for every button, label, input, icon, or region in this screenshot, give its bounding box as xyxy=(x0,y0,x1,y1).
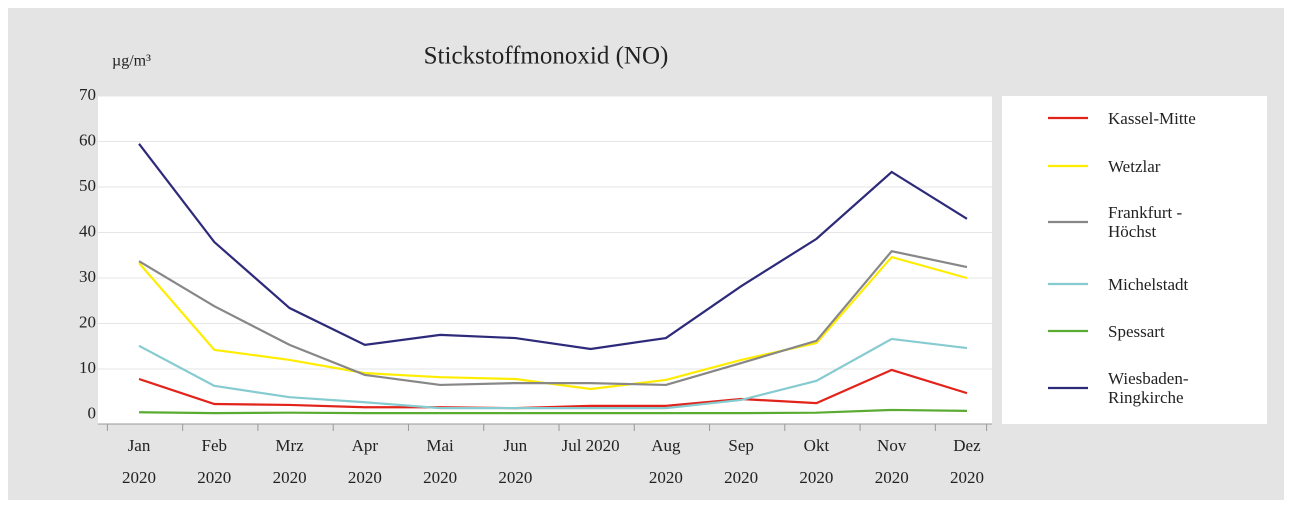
legend-label: Wiesbaden-Ringkirche xyxy=(1108,369,1189,407)
legend-label: Frankfurt - Höchst xyxy=(1108,203,1183,241)
series-line xyxy=(138,249,968,387)
y-tick-label: 20 xyxy=(79,312,96,331)
legend-label: Kassel-Mitte xyxy=(1108,108,1196,128)
x-tick-label: Jun 2020 xyxy=(498,436,533,487)
y-tick-label: 50 xyxy=(79,176,96,195)
x-tick-label: Apr 2020 xyxy=(347,436,382,487)
legend-label: Wetzlar xyxy=(1108,156,1161,176)
plot-area xyxy=(98,96,992,424)
x-tick-label: Dez 2020 xyxy=(949,436,984,487)
series-line xyxy=(138,143,968,351)
y-tick-label: 70 xyxy=(79,85,96,104)
y-tick-label: 30 xyxy=(79,267,96,286)
series-line xyxy=(138,337,968,410)
x-tick-label: Nov 2020 xyxy=(874,436,909,487)
x-tick-label: Sep 2020 xyxy=(724,436,759,487)
series-line xyxy=(139,408,967,415)
series-line xyxy=(138,368,968,410)
x-tick-label: Mrz 2020 xyxy=(272,436,307,487)
y-tick-label: 0 xyxy=(88,403,97,422)
legend-label: Spessart xyxy=(1108,321,1165,341)
chart-title: Stickstoffmonoxid (NO) xyxy=(424,43,669,70)
y-tick-label: 60 xyxy=(79,130,96,149)
x-tick-label: Jan 2020 xyxy=(122,436,157,487)
y-tick-label: 40 xyxy=(79,221,96,240)
x-tick-label: Mai 2020 xyxy=(423,436,458,487)
y-tick-label: 10 xyxy=(79,358,96,377)
x-tick-label: Aug 2020 xyxy=(648,436,683,487)
legend-box xyxy=(1002,96,1267,424)
legend-label: Michelstadt xyxy=(1108,274,1189,294)
x-tick-label: Jul 2020 xyxy=(561,436,620,455)
x-tick-label: Feb 2020 xyxy=(197,436,232,487)
x-tick-label: Okt 2020 xyxy=(799,436,834,487)
y-unit: µg/m³ xyxy=(112,53,151,70)
